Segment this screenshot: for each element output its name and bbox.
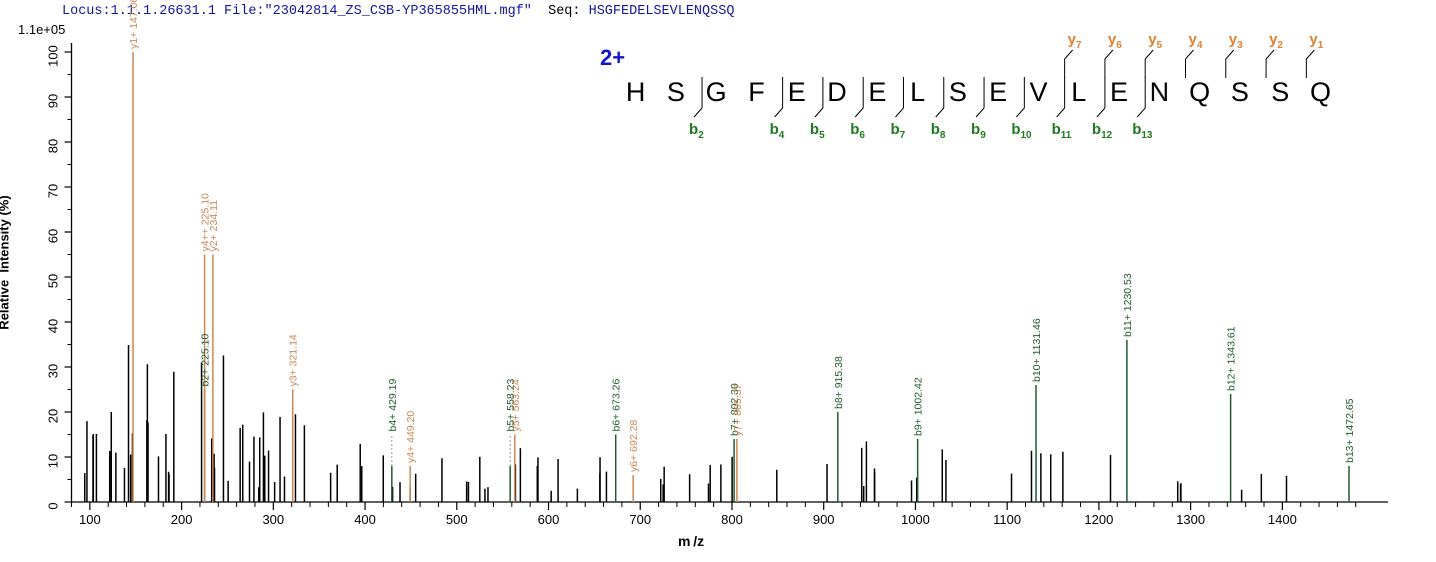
svg-text:b9: b9 xyxy=(971,121,986,141)
svg-text:E: E xyxy=(989,77,1007,107)
svg-text:b11: b11 xyxy=(1052,121,1072,141)
svg-text:L: L xyxy=(1071,77,1086,107)
svg-text:G: G xyxy=(706,77,727,107)
svg-text:b12: b12 xyxy=(1092,121,1113,141)
svg-text:D: D xyxy=(827,77,847,107)
svg-text:H: H xyxy=(626,77,646,107)
svg-text:L: L xyxy=(910,77,925,107)
svg-text:V: V xyxy=(1029,77,1047,107)
svg-text:b6: b6 xyxy=(850,121,865,141)
svg-text:S: S xyxy=(667,77,685,107)
svg-text:y6: y6 xyxy=(1108,31,1122,51)
svg-text:Q: Q xyxy=(1310,77,1331,107)
svg-text:S: S xyxy=(949,77,967,107)
svg-text:E: E xyxy=(1110,77,1128,107)
svg-text:S: S xyxy=(1271,77,1289,107)
svg-text:b2: b2 xyxy=(689,121,704,141)
svg-text:Q: Q xyxy=(1189,77,1210,107)
svg-text:F: F xyxy=(748,77,765,107)
svg-text:S: S xyxy=(1231,77,1249,107)
svg-text:b10: b10 xyxy=(1011,121,1032,141)
svg-text:N: N xyxy=(1150,77,1170,107)
svg-text:b13: b13 xyxy=(1132,121,1153,141)
svg-text:y4: y4 xyxy=(1188,31,1202,51)
svg-text:y7: y7 xyxy=(1068,31,1082,51)
svg-text:E: E xyxy=(868,77,886,107)
svg-text:b5: b5 xyxy=(810,121,825,141)
svg-text:y5: y5 xyxy=(1148,31,1162,51)
svg-text:b7: b7 xyxy=(890,121,905,141)
svg-text:E: E xyxy=(788,77,806,107)
svg-text:b4: b4 xyxy=(770,121,785,141)
svg-text:y2: y2 xyxy=(1269,31,1283,51)
svg-text:b8: b8 xyxy=(931,121,946,141)
svg-text:y1: y1 xyxy=(1309,31,1323,51)
svg-text:y3: y3 xyxy=(1229,31,1243,51)
